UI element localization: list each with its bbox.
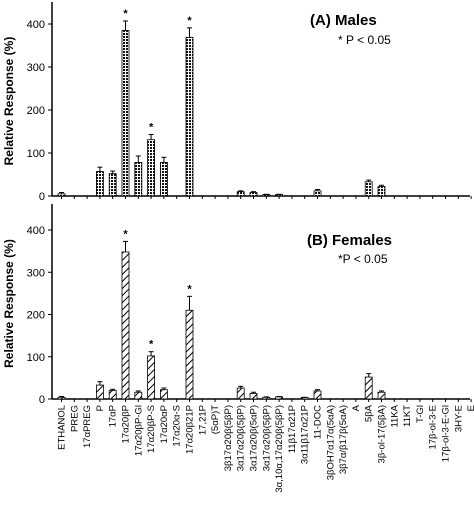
category-label: ETHANOL	[57, 405, 68, 450]
females-bar-17αP	[108, 390, 117, 400]
males-panel-title: (A) Males	[310, 12, 377, 29]
males-bar-P	[96, 171, 104, 197]
females-bar-5βA	[364, 376, 373, 400]
females-bar-3α,10α,17α20β(5βP)	[275, 396, 284, 400]
males-y-tick-label: 200	[27, 105, 45, 117]
category-label: 17α20β21P	[185, 405, 196, 454]
females-bar-17α20βP-S	[147, 355, 156, 400]
females-y-tick-label: 200	[27, 310, 45, 322]
males-significance-star: *	[123, 8, 128, 20]
females-bar-17α20αP	[159, 389, 168, 400]
males-bar-ETHANOL	[57, 193, 66, 197]
females-y-axis-label: Relative Response (%)	[2, 239, 16, 368]
males-significance-star: *	[187, 15, 192, 27]
females-bar-3α17α20β(5βP)	[236, 387, 245, 400]
males-significance-star: *	[149, 122, 154, 134]
females-bar-3β-ol-17(5βA)	[377, 391, 386, 400]
category-label: 17α20βP-S	[146, 405, 157, 453]
males-bar-11-DOC	[313, 190, 322, 197]
category-label: 3β17α20β(5βP)	[223, 405, 234, 471]
males-bar-3β-ol-17(5βA)	[377, 186, 386, 197]
males-bar-17αP	[108, 173, 117, 197]
category-label: 17α20α-S	[172, 405, 183, 447]
females-bar-17α20βP-Gl	[134, 391, 143, 400]
category-label: P	[95, 405, 106, 411]
females-significance-note: *P < 0.05	[338, 252, 388, 266]
males-panel: 0 100 200 300 400 Relative Response (%) (A) Ma…	[2, 2, 472, 203]
females-panel: 0 100 200 300 400 Relative Response (%) (B) Fe…	[2, 204, 472, 406]
males-significance-note: * P < 0.05	[338, 33, 391, 47]
females-bar-11-DOC	[313, 390, 322, 400]
males-bar-3α17α20β(5βP)	[236, 191, 245, 197]
category-label: A	[351, 404, 362, 411]
females-significance-star: *	[187, 283, 192, 295]
category-label: 17αPREG	[82, 405, 93, 448]
females-y-tick-label: 400	[27, 225, 45, 237]
males-bar-5βA	[364, 181, 373, 197]
category-label: 17α20βP-Gl	[133, 405, 144, 456]
category-label: E	[466, 405, 474, 411]
females-y-tick-label: 100	[27, 352, 45, 364]
males-y-tick-label: 300	[27, 62, 45, 74]
category-label: T-Gl	[415, 405, 426, 423]
females-panel-title: (B) Females	[307, 232, 392, 249]
category-label: 17,21P	[197, 405, 208, 435]
females-significance-star: *	[149, 339, 154, 351]
category-label: 3α,10α,17α20β(5βP)	[274, 405, 285, 493]
males-y-tick-label: 100	[27, 148, 45, 160]
category-label: 3α11β17α21P	[300, 405, 311, 464]
females-y-tick-label: 0	[39, 394, 45, 406]
males-bar-17α20βP	[121, 30, 130, 197]
females-y-tick-label: 300	[27, 267, 45, 279]
category-label: 11KT	[402, 405, 413, 427]
females-bar-3α17α20β(5βP)	[262, 396, 271, 400]
category-label: 17β-ol-3-E-Gl	[441, 405, 452, 462]
category-label: PREG	[69, 405, 80, 432]
males-bar-3α17α20β(5αP)	[249, 192, 258, 197]
females-bar-ETHANOL	[57, 396, 66, 400]
category-label: (5αP)T	[210, 405, 221, 434]
males-bar-17α20β21P	[185, 36, 194, 197]
category-label: 17α20αP	[159, 405, 170, 443]
males-bar-17α20βP-Gl	[134, 162, 143, 197]
males-bar-17α20αP	[159, 162, 168, 197]
males-bar-17α20βP-S	[147, 139, 156, 197]
females-bar-3α17α20β(5αP)	[249, 393, 258, 400]
category-label: 17α20βP	[121, 405, 132, 443]
females-bar-P	[96, 384, 104, 400]
females-bar-17α20β21P	[185, 309, 194, 400]
category-label: 3β-ol-17(5βA)	[377, 405, 388, 463]
category-label: 11β17α21P	[287, 405, 298, 453]
category-label: 3β7α/β17β(5αA)	[338, 405, 349, 474]
females-bar-17α20βP	[121, 251, 130, 400]
category-label: 11KA	[389, 404, 400, 427]
category-label: 11-DOC	[313, 405, 324, 439]
males-y-axis-label: Relative Response (%)	[2, 37, 16, 166]
category-label: 3α17α20β(5βP)	[261, 405, 272, 471]
category-label: 3α17α20β(5βP)	[236, 405, 247, 471]
category-label: 17αP	[108, 405, 119, 427]
category-label: 3βOH7α17α(5αA)	[325, 405, 336, 480]
males-y-tick-label: 0	[39, 191, 45, 203]
category-label: 3α17α20β(5αP)	[249, 405, 260, 471]
females-significance-star: *	[123, 228, 128, 240]
category-labels: ETHANOL PREG 17αPREG P 17αP 17α20βP 17α20βP-Gl…	[57, 404, 474, 492]
category-label: 5βA	[364, 404, 375, 422]
males-y-tick-label: 400	[27, 19, 45, 31]
category-label: 3HY-E	[453, 405, 464, 432]
category-label: 17β-ol-3-E	[428, 405, 439, 450]
